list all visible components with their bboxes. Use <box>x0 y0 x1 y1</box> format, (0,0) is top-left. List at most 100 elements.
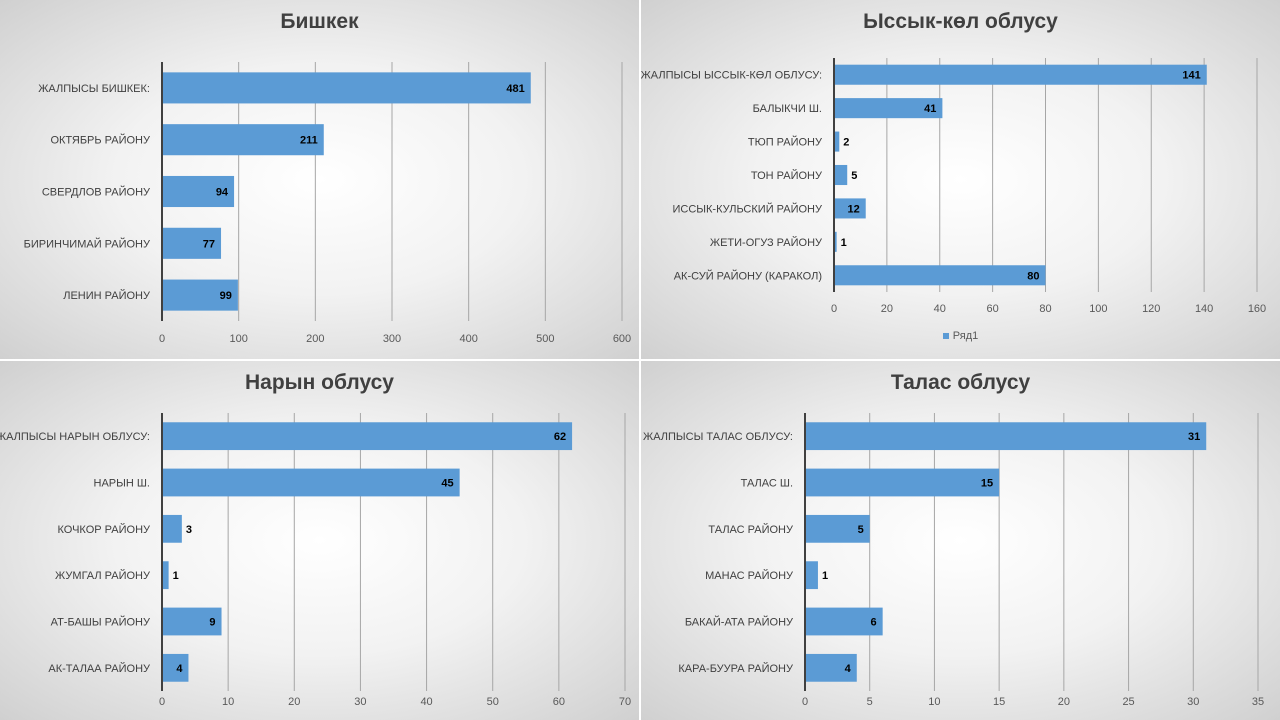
tick-label: 500 <box>536 333 554 345</box>
bar <box>834 131 840 152</box>
bar <box>805 607 883 636</box>
data-label: 481 <box>506 83 524 95</box>
category-label: ЖАЛПЫСЫ ЫССЫК-КӨЛ ОБЛУСУ: <box>641 70 822 82</box>
data-label: 211 <box>300 135 318 147</box>
bar <box>805 514 870 543</box>
bar <box>162 72 531 104</box>
chart-plot: 0 10 20 30 40 50 60 70 ЖАЛПЫСЫ НАРЫН ОБЛУСУ: 62 НА… <box>0 413 631 708</box>
data-label: 80 <box>1027 270 1039 282</box>
bar <box>834 231 837 252</box>
category-label: АТ-БАШЫ РАЙОНУ <box>51 616 151 629</box>
category-label: СВЕРДЛОВ РАЙОНУ <box>42 186 151 199</box>
bar <box>805 422 1207 451</box>
tick-label: 200 <box>306 333 324 345</box>
data-label: 2 <box>843 137 849 149</box>
legend-label: Ряд1 <box>952 330 979 342</box>
bar <box>162 561 169 590</box>
category-label: БАКАЙ-АТА РАЙОНУ <box>685 616 794 629</box>
tick-label: 400 <box>459 333 477 345</box>
category-label: КОЧКОР РАЙОНУ <box>58 523 152 536</box>
data-label: 41 <box>924 103 936 115</box>
tick-label: 10 <box>928 696 940 708</box>
category-label: БИРИНЧИМАЙ РАЙОНУ <box>24 237 151 250</box>
bar <box>162 607 222 636</box>
data-label: 1 <box>822 570 828 582</box>
data-label: 45 <box>441 478 453 490</box>
tick-label: 140 <box>1195 303 1213 315</box>
tick-label: 25 <box>1122 696 1134 708</box>
data-label: 99 <box>220 290 232 302</box>
tick-label: 80 <box>1039 303 1051 315</box>
tick-label: 0 <box>831 303 837 315</box>
tick-label: 120 <box>1142 303 1160 315</box>
tick-label: 20 <box>881 303 893 315</box>
tick-label: 100 <box>1089 303 1107 315</box>
data-label: 15 <box>981 478 993 490</box>
bar <box>162 514 182 543</box>
bar <box>805 468 1000 497</box>
data-label: 5 <box>858 524 864 536</box>
data-label: 1 <box>173 570 179 582</box>
data-label: 4 <box>176 663 183 675</box>
tick-label: 0 <box>159 696 165 708</box>
tick-label: 60 <box>553 696 565 708</box>
bar <box>162 279 238 311</box>
category-label: МАНАС РАЙОНУ <box>705 569 794 582</box>
tick-label: 50 <box>487 696 499 708</box>
chart-issyk-kol: Ыссык-көл облусу 0 20 40 60 80 100 120 140 160 ЖА… <box>641 0 1280 359</box>
category-label: НАРЫН Ш. <box>94 478 151 490</box>
chart-talas: Талас облусу 0 5 10 15 20 25 30 35 ЖАЛПЫСЫ ТАЛАС… <box>641 361 1280 720</box>
data-label: 6 <box>871 617 877 629</box>
bar <box>805 561 818 590</box>
tick-label: 0 <box>802 696 808 708</box>
tick-label: 30 <box>354 696 366 708</box>
data-label: 77 <box>203 238 215 250</box>
bar <box>834 98 943 119</box>
tick-label: 60 <box>987 303 999 315</box>
chart-title: Бишкек <box>280 10 359 33</box>
category-label: АК-ТАЛАА РАЙОНУ <box>48 662 151 675</box>
legend: Ряд1 <box>641 330 1280 342</box>
tick-label: 70 <box>619 696 631 708</box>
legend-swatch <box>942 333 949 340</box>
category-label: ОКТЯБРЬ РАЙОНУ <box>50 134 151 147</box>
bar <box>834 198 866 219</box>
category-label: ТОН РАЙОНУ <box>751 169 823 182</box>
bar <box>834 64 1207 85</box>
category-label: ЖАЛПЫСЫ БИШКЕК: <box>38 83 150 95</box>
category-label: ЖЕТИ-ОГУЗ РАЙОНУ <box>710 236 823 249</box>
category-label: ЖАЛПЫСЫ ТАЛАС ОБЛУСУ: <box>643 431 793 443</box>
tick-label: 0 <box>159 333 165 345</box>
category-label: КАРА-БУУРА РАЙОНУ <box>678 662 794 675</box>
data-label: 4 <box>845 663 852 675</box>
tick-label: 300 <box>383 333 401 345</box>
bar <box>834 265 1046 286</box>
data-label: 141 <box>1182 70 1200 82</box>
tick-label: 15 <box>993 696 1005 708</box>
chart-bishkek: Бишкек 0 100 200 300 400 500 600 ЖАЛПЫСЫ БИШКЕК… <box>0 0 639 359</box>
category-label: БАЛЫКЧИ Ш. <box>753 103 822 115</box>
bar <box>162 175 235 208</box>
tick-label: 40 <box>934 303 946 315</box>
bar <box>162 124 324 156</box>
chart-plot: 0 100 200 300 400 500 600 ЖАЛПЫСЫ БИШКЕК: 481 ОКТ… <box>24 62 631 345</box>
category-label: ТАЛАС РАЙОНУ <box>708 523 794 536</box>
data-label: 31 <box>1188 431 1200 443</box>
chart-naryn: Нарын облусу 0 10 20 30 40 50 60 70 ЖАЛПЫСЫ НАРЫ… <box>0 361 639 720</box>
tick-label: 20 <box>1058 696 1070 708</box>
category-label: ТАЛАС Ш. <box>741 478 793 490</box>
bar <box>162 468 460 497</box>
tick-label: 5 <box>867 696 873 708</box>
data-label: 1 <box>841 237 847 249</box>
bar <box>162 653 189 682</box>
category-label: ЛЕНИН РАЙОНУ <box>63 289 151 302</box>
data-label: 62 <box>554 431 566 443</box>
tick-label: 40 <box>420 696 432 708</box>
category-label: ЖУМГАЛ РАЙОНУ <box>55 569 151 582</box>
tick-label: 600 <box>613 333 631 345</box>
chart-plot: 0 20 40 60 80 100 120 140 160 ЖАЛПЫСЫ ЫССЫК-КӨЛ О… <box>641 58 1266 315</box>
bar <box>805 653 857 682</box>
chart-title: Нарын облусу <box>245 371 394 394</box>
tick-label: 20 <box>288 696 300 708</box>
